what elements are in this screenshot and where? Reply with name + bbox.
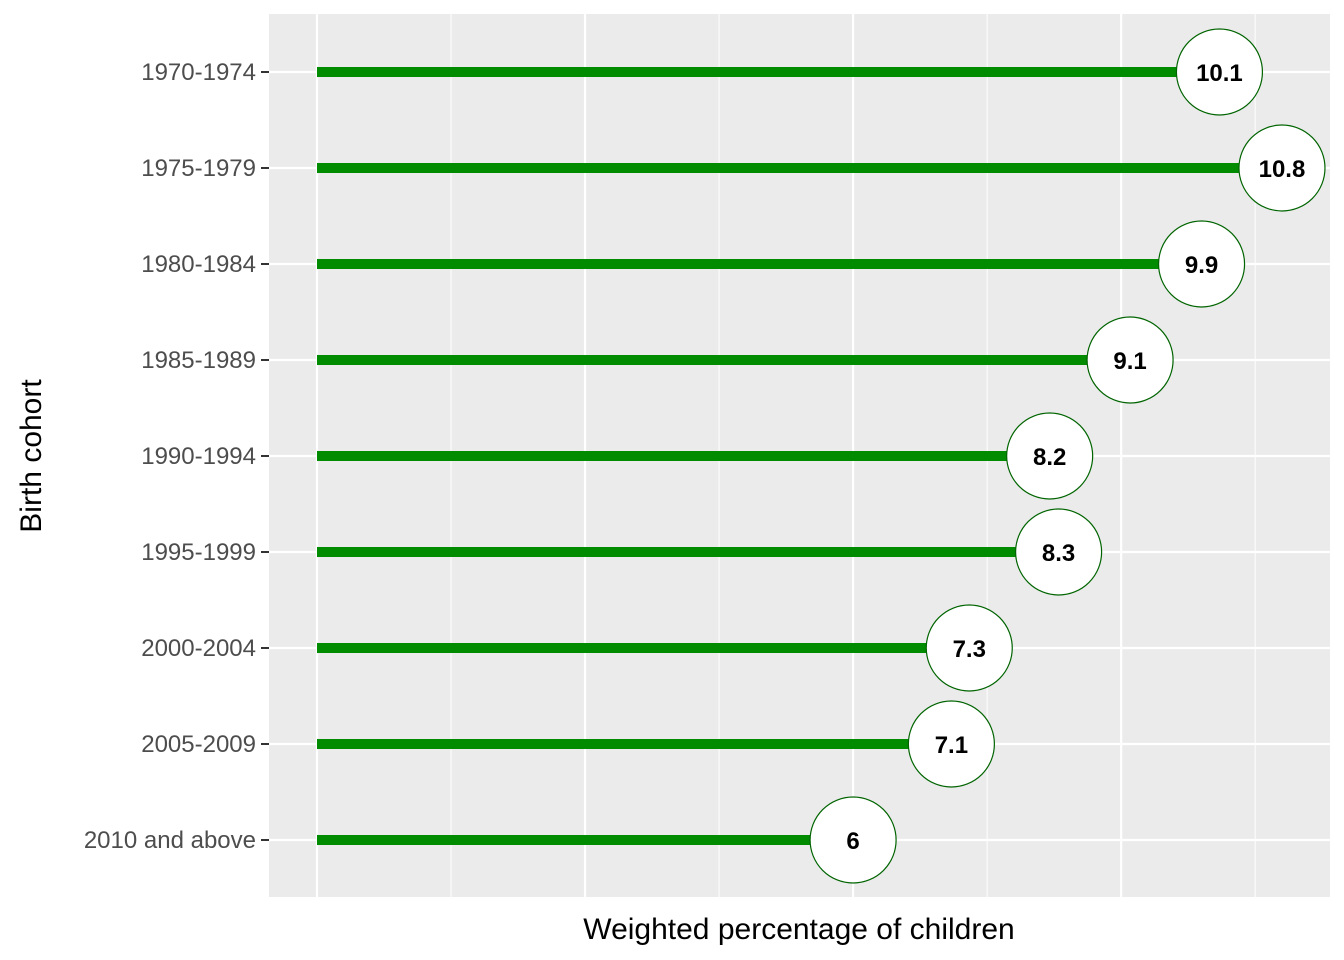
y-tick-label: 2005-2009: [141, 731, 256, 758]
y-tick-label: 1985-1989: [141, 347, 256, 374]
lollipop-marker: [1006, 412, 1094, 500]
value-label: 7.3: [953, 636, 986, 663]
y-tick-label: 1970-1974: [141, 59, 256, 86]
value-label: 7.1: [935, 732, 968, 759]
y-tick-label: 1990-1994: [141, 443, 256, 470]
value-label: 6: [846, 828, 859, 855]
y-axis-title: Birth cohort: [15, 379, 48, 533]
lollipop-marker: [907, 700, 995, 788]
lollipop-marker: [1175, 28, 1264, 116]
lollipop-marker: [1015, 508, 1103, 596]
lollipop-marker: [925, 604, 1013, 692]
value-label: 8.3: [1042, 540, 1075, 567]
lollipop-marker: [1157, 220, 1246, 308]
lollipop-markers: [809, 28, 1326, 884]
y-tick-label: 2010 and above: [84, 827, 256, 854]
lollipop-marker: [809, 796, 897, 884]
value-label: 9.1: [1113, 348, 1146, 375]
lollipop-marker: [1086, 316, 1174, 404]
y-tick-label: 1980-1984: [141, 251, 256, 278]
lollipop-marker: [1238, 124, 1326, 212]
lollipop-stems: [317, 67, 1282, 845]
value-label: 9.9: [1185, 252, 1218, 279]
y-axis-ticks: [261, 71, 269, 841]
y-axis-tick-labels: 1970-1974 1975-1979 1980-1984 1985-1989 1990…: [84, 59, 256, 854]
value-label: 10.8: [1259, 156, 1306, 183]
value-labels: 10.1 10.8 9.9 9.1 8.2 8.3 7.3 7.1 6: [846, 60, 1305, 855]
y-tick-label: 2000-2004: [141, 635, 256, 662]
x-axis-title: Weighted percentage of children: [583, 913, 1014, 946]
y-tick-label: 1995-1999: [141, 539, 256, 566]
y-tick-label: 1975-1979: [141, 155, 256, 182]
value-label: 10.1: [1196, 60, 1243, 87]
value-label: 8.2: [1033, 444, 1066, 471]
